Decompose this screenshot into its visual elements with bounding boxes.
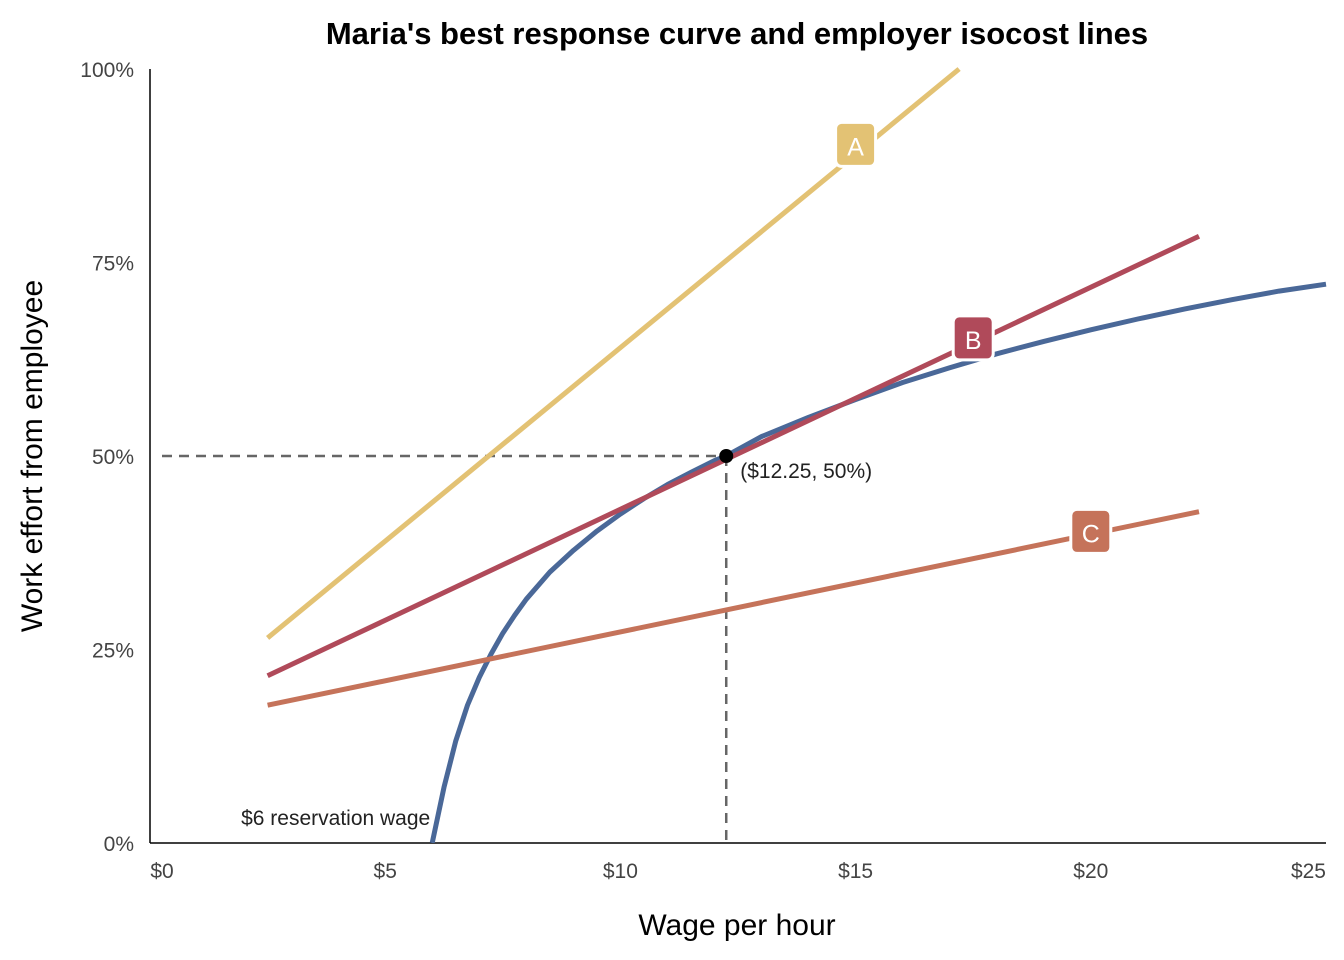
series-label-box-a bbox=[834, 120, 878, 168]
series-label-box-c bbox=[1069, 507, 1113, 555]
x-tick-label: $10 bbox=[603, 860, 638, 883]
optimum-point-label: ($12.25, 50%) bbox=[740, 460, 872, 483]
x-tick-label: $0 bbox=[150, 860, 173, 883]
series-line-best-response bbox=[429, 281, 1327, 843]
x-tick-label: $5 bbox=[374, 860, 397, 883]
y-axis-title: Work effort from employee bbox=[16, 280, 49, 632]
series-line-b bbox=[266, 233, 1201, 679]
y-tick-label: 75% bbox=[92, 253, 134, 276]
plot-area: $0 $5 $10 $15 $20 $25 0% 25% 50% 75% 100% A B C ($12.2… bbox=[80, 59, 1327, 883]
optimum-point bbox=[719, 449, 734, 463]
series-line-c bbox=[267, 509, 1200, 708]
x-tick-label: $25 bbox=[1291, 860, 1326, 883]
chart-title: Maria's best response curve and employer… bbox=[326, 16, 1148, 51]
y-tick-label: 0% bbox=[104, 833, 134, 856]
series-label-b: B bbox=[965, 327, 982, 355]
y-tick-label: 25% bbox=[92, 640, 134, 663]
series-label-a: A bbox=[847, 133, 864, 161]
reservation-wage-annotation: $6 reservation wage bbox=[241, 807, 430, 830]
series-label-c: C bbox=[1082, 520, 1100, 548]
y-tick-label: 100% bbox=[80, 59, 134, 82]
x-tick-label: $15 bbox=[838, 860, 873, 883]
series-label-box-b bbox=[951, 314, 995, 362]
x-tick-label: $20 bbox=[1073, 860, 1108, 883]
y-tick-label: 50% bbox=[92, 446, 134, 469]
x-axis-title: Wage per hour bbox=[638, 909, 835, 942]
